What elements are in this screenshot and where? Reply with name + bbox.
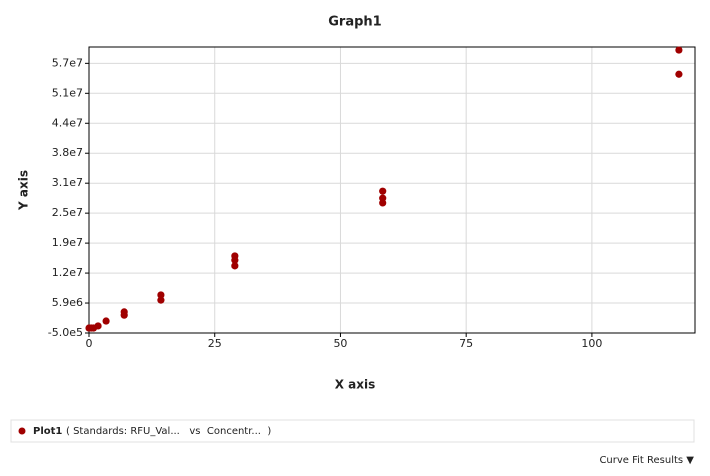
x-tick-label: 25 — [208, 337, 222, 350]
point — [157, 296, 165, 304]
point — [675, 70, 683, 78]
y-tick-label: 3.1e7 — [52, 176, 83, 189]
legend-detail: ( Standards: RFU_Val... vs Concentr... ) — [66, 426, 271, 437]
plot-frame — [88, 46, 696, 334]
point — [379, 199, 387, 207]
point — [85, 324, 93, 332]
y-tick-label: -5.0e5 — [48, 326, 83, 339]
point — [120, 311, 128, 319]
x-axis-label: X axis — [335, 378, 376, 392]
point — [102, 317, 110, 325]
point — [157, 291, 165, 299]
y-axis-label: Y axis — [17, 170, 31, 211]
x-tick-label: 50 — [333, 337, 347, 350]
y-tick-label: 1.2e7 — [52, 266, 83, 279]
point — [675, 46, 683, 54]
x-tick-label: 0 — [86, 337, 93, 350]
legend-box — [10, 419, 695, 443]
x-tick-label: 75 — [459, 337, 473, 350]
y-tick-label: 5.1e7 — [52, 86, 83, 99]
y-tick-label: 3.8e7 — [52, 146, 83, 159]
legend-marker — [18, 427, 26, 435]
y-tick-label: 2.5e7 — [52, 206, 83, 219]
point — [379, 187, 387, 195]
chart-title: Graph1 — [328, 15, 381, 30]
x-tick-label: 100 — [581, 337, 602, 350]
y-tick-label: 1.9e7 — [52, 236, 83, 249]
point — [231, 256, 239, 264]
curve-fit-link[interactable]: Curve Fit Results ▼ — [599, 455, 694, 466]
y-tick-label: 4.4e7 — [52, 116, 83, 129]
y-tick-label: 5.9e6 — [52, 296, 83, 309]
legend-label: Plot1 — [33, 426, 62, 437]
y-tick-label: 5.7e7 — [52, 56, 83, 69]
point — [231, 262, 239, 270]
